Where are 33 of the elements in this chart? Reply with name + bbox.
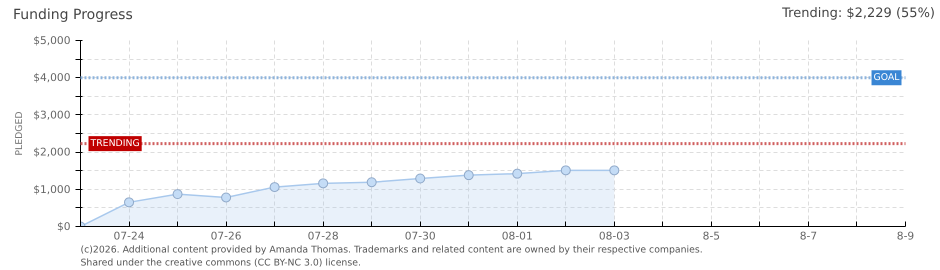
chart-title: Funding Progress [13, 6, 133, 25]
x-tick-label: 8-7 [800, 230, 818, 242]
point [172, 189, 183, 200]
x-tick-label: 07-30 [404, 230, 436, 242]
x-tick-label: 07-28 [308, 230, 339, 242]
point [464, 170, 474, 180]
x-tick-label: 8-5 [702, 230, 720, 242]
x-tick-label: 8-9 [896, 230, 914, 242]
x-tick-label: 08-03 [598, 230, 630, 242]
y-tick-label: $1,000 [33, 182, 71, 196]
point [221, 192, 232, 202]
point [560, 165, 571, 176]
y-tick-label: $5,000 [33, 34, 71, 47]
chart-subtitle: Trending: $2,229 (55%) [782, 5, 935, 23]
y-axis-title: PLEDGED [14, 111, 26, 156]
x-tick-label: 07-24 [114, 230, 145, 242]
y-tick-label: $2,000 [33, 146, 71, 159]
point [609, 165, 620, 176]
y-tick-label: $3,000 [33, 108, 71, 122]
x-tick-label: 08-01 [502, 230, 533, 242]
point [270, 182, 280, 192]
text: Shared under the creative commons (CC BY-NC 3.0) license. [80, 258, 361, 268]
text: (c)2026. Additional content provided by Amanda Thomas. Trademarks and related content are owned by their respective companies. [80, 244, 703, 256]
point [318, 178, 328, 188]
x-tick-label: 07-26 [210, 230, 242, 242]
ref-line-label: TRENDING [90, 138, 140, 150]
point [512, 168, 522, 179]
point [415, 174, 426, 184]
point [366, 177, 377, 188]
ref-line-label: GOAL [874, 72, 900, 84]
y-tick-label: $4,000 [33, 71, 71, 84]
point [124, 197, 134, 208]
y-tick-label: $0 [56, 220, 71, 233]
